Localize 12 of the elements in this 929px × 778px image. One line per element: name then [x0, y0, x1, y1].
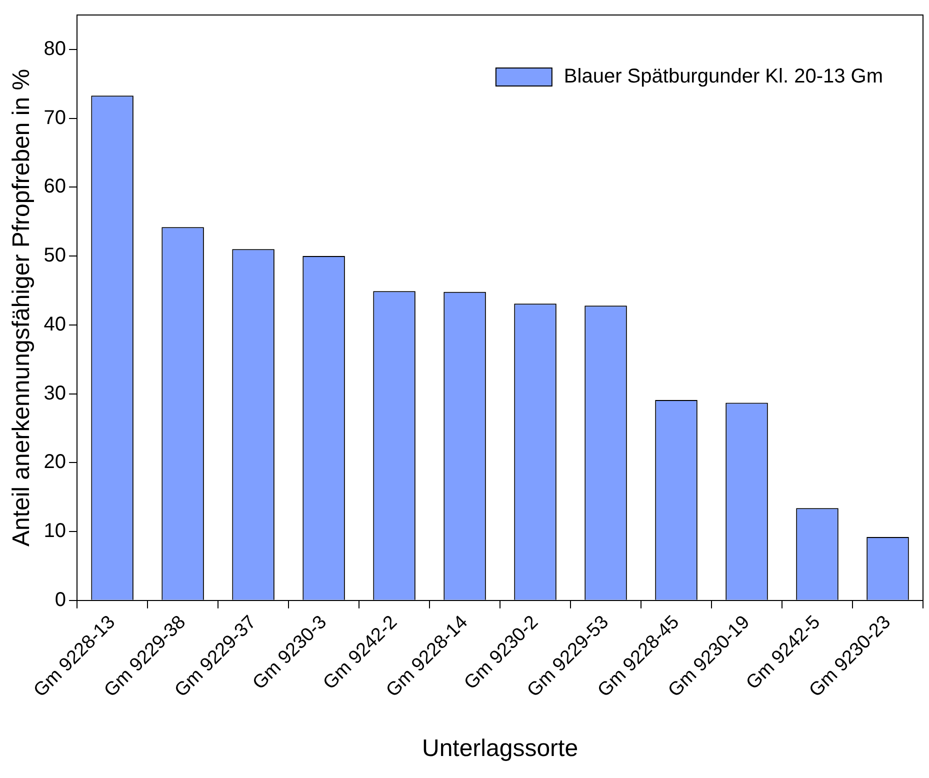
y-tick-label: 0 [54, 588, 66, 611]
x-axis-title: Unterlagssorte [422, 735, 578, 762]
y-tick-label: 30 [44, 382, 66, 404]
y-tick-label: 10 [44, 520, 66, 542]
y-tick-label: 60 [44, 176, 66, 198]
y-tick-label: 70 [44, 106, 66, 129]
y-tick-label: 40 [44, 313, 66, 336]
y-axis-title: Anteil anerkennungsfähiger Pfropfreben in % [8, 68, 36, 547]
y-tick-label: 50 [44, 244, 66, 267]
y-tick-label: 20 [44, 451, 66, 474]
legend-label: Blauer Spätburgunder Kl. 20-13 Gm [564, 66, 884, 88]
y-tick-label: 80 [44, 38, 66, 60]
